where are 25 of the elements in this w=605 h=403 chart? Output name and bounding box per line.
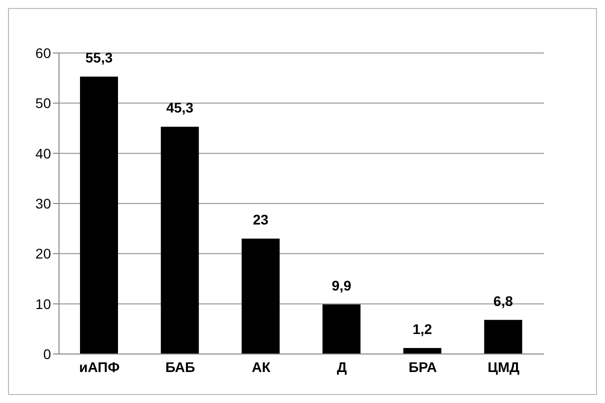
x-tick-label: БРА xyxy=(408,358,437,375)
data-label: 23 xyxy=(252,212,269,228)
bar xyxy=(403,348,442,354)
data-label: 9,9 xyxy=(332,277,352,294)
x-tick-label: ЦМД xyxy=(488,358,520,375)
y-tick-label: 10 xyxy=(35,296,52,312)
y-tick-label: 0 xyxy=(43,346,52,362)
data-label: 6,8 xyxy=(493,292,514,309)
x-tick-label: иАПФ xyxy=(79,358,120,375)
bar xyxy=(242,238,280,354)
bar xyxy=(80,76,118,354)
bar xyxy=(484,320,522,354)
y-tick-label: 40 xyxy=(35,145,52,162)
y-tick-label: 20 xyxy=(35,246,52,262)
bar xyxy=(160,126,199,354)
y-tick-label: 30 xyxy=(35,195,52,212)
x-tick-label: АК xyxy=(252,358,271,375)
y-tick-label: 60 xyxy=(35,44,52,61)
x-tick-label: Д xyxy=(336,358,347,375)
data-label: 45,3 xyxy=(166,100,194,116)
y-tick-label: 50 xyxy=(35,95,52,112)
data-label: 1,2 xyxy=(412,320,432,337)
bar xyxy=(322,304,360,354)
x-tick-label: БАБ xyxy=(165,358,196,375)
data-label: 55,3 xyxy=(85,50,113,66)
